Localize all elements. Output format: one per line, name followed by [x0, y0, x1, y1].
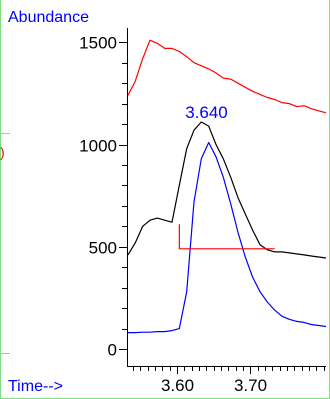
clipped-left-text: ): [0, 144, 5, 160]
annotation-group: 3.640: [185, 103, 228, 122]
y-tick-label: 1500: [79, 34, 117, 53]
series-line-3: [128, 141, 327, 334]
y-tick-label: 1000: [79, 137, 117, 156]
y-tick-group: 0 500 1000 1500: [79, 34, 127, 360]
y-minor-ticks: [122, 42, 127, 350]
y-tick-label: 0: [108, 341, 117, 360]
y-axis-title: Abundance: [8, 9, 89, 26]
series-line-2: [127, 121, 327, 259]
peak-time-label: 3.640: [185, 103, 228, 122]
x-tick-group: 3.60 3.70: [161, 366, 267, 395]
series-line-1: [127, 39, 327, 114]
integration-baseline: [178, 224, 275, 250]
x-axis-title: Time-->: [8, 378, 63, 395]
series-group: [127, 39, 327, 334]
x-tick-label: 3.60: [161, 376, 194, 395]
x-tick-label: 3.70: [234, 376, 267, 395]
y-tick-label: 500: [89, 239, 117, 258]
